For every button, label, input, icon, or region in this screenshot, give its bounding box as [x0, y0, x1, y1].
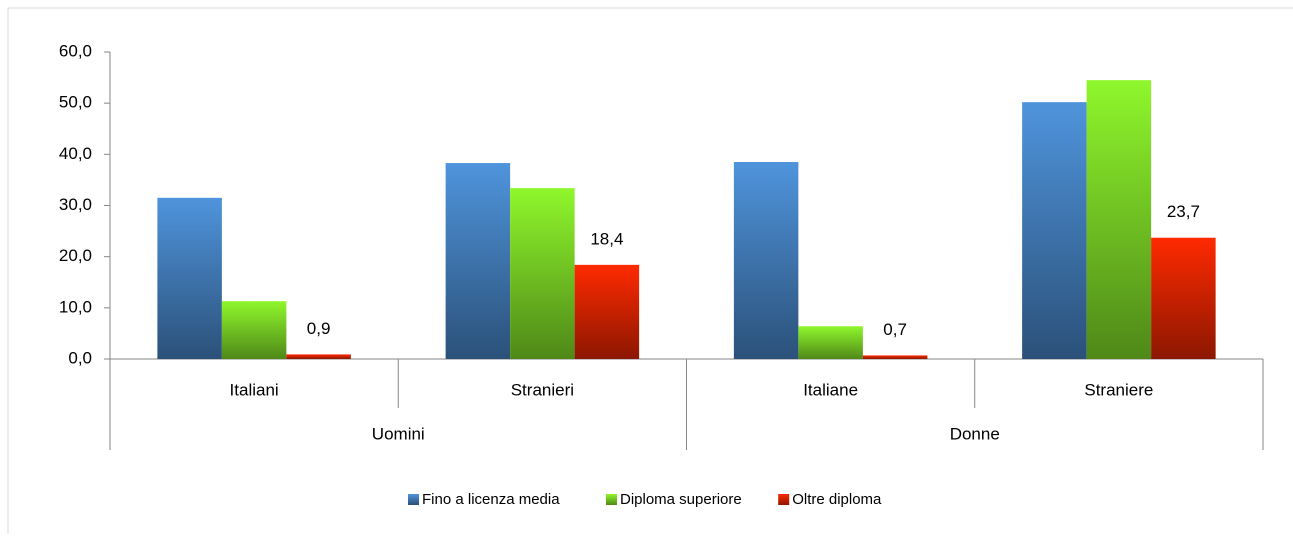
bar [798, 326, 863, 359]
legend-label: Fino a licenza media [422, 491, 560, 508]
bar [221, 301, 287, 359]
x-tick-label: Italiani [230, 380, 279, 399]
y-tick-label: 10,0 [59, 297, 92, 316]
data-label: 0,9 [307, 319, 331, 338]
bar [510, 188, 575, 359]
legend-swatch [606, 494, 617, 505]
group-label: Uomini [372, 424, 425, 443]
y-tick-label: 0,0 [68, 348, 92, 367]
bar [574, 264, 640, 359]
bar [286, 354, 351, 359]
x-tick-label: Stranieri [511, 380, 574, 399]
bar [733, 162, 799, 359]
group-label: Donne [950, 424, 1000, 443]
bar [1086, 80, 1152, 360]
bar [1151, 237, 1216, 359]
bar [862, 355, 928, 359]
y-tick-label: 50,0 [59, 93, 92, 112]
legend-swatch [778, 494, 790, 505]
y-tick-label: 30,0 [59, 195, 92, 214]
x-tick-label: Straniere [1084, 380, 1153, 399]
data-label: 18,4 [590, 229, 623, 248]
y-tick-label: 40,0 [59, 144, 92, 163]
bar [445, 163, 511, 359]
legend-label: Oltre diploma [792, 491, 882, 508]
legend-label: Diploma superiore [620, 491, 742, 508]
legend-swatch [408, 494, 419, 505]
bar [157, 197, 222, 359]
x-tick-label: Italiane [803, 380, 858, 399]
data-label: 0,7 [883, 320, 907, 339]
bar [1022, 102, 1087, 359]
y-tick-label: 60,0 [59, 41, 92, 60]
data-label: 23,7 [1167, 202, 1200, 221]
y-tick-label: 20,0 [59, 246, 92, 265]
